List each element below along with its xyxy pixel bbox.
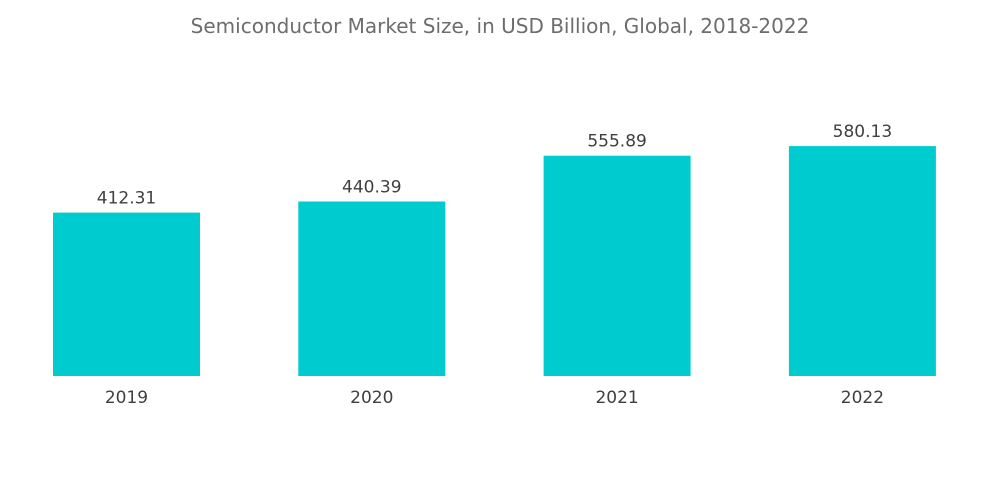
value-label-2020: 440.39 [342,178,401,198]
category-label-2020: 2020 [350,388,393,408]
bar-2020 [298,201,446,376]
bars-layer [53,146,936,376]
value-label-2019: 412.31 [97,189,156,209]
bar-2021 [543,155,691,376]
category-label-2022: 2022 [841,388,884,408]
category-label-2021: 2021 [595,388,638,408]
chart-title: Semiconductor Market Size, in USD Billio… [190,14,810,38]
bar-2019 [53,212,200,376]
value-labels-layer: 412.31 440.39 555.89 580.13 [97,122,892,209]
value-label-2021: 555.89 [587,132,646,152]
category-label-2019: 2019 [105,388,148,408]
category-labels-layer: 2019 2020 2021 2022 [105,388,884,408]
value-label-2022: 580.13 [833,122,892,142]
bar-2022 [788,146,936,376]
